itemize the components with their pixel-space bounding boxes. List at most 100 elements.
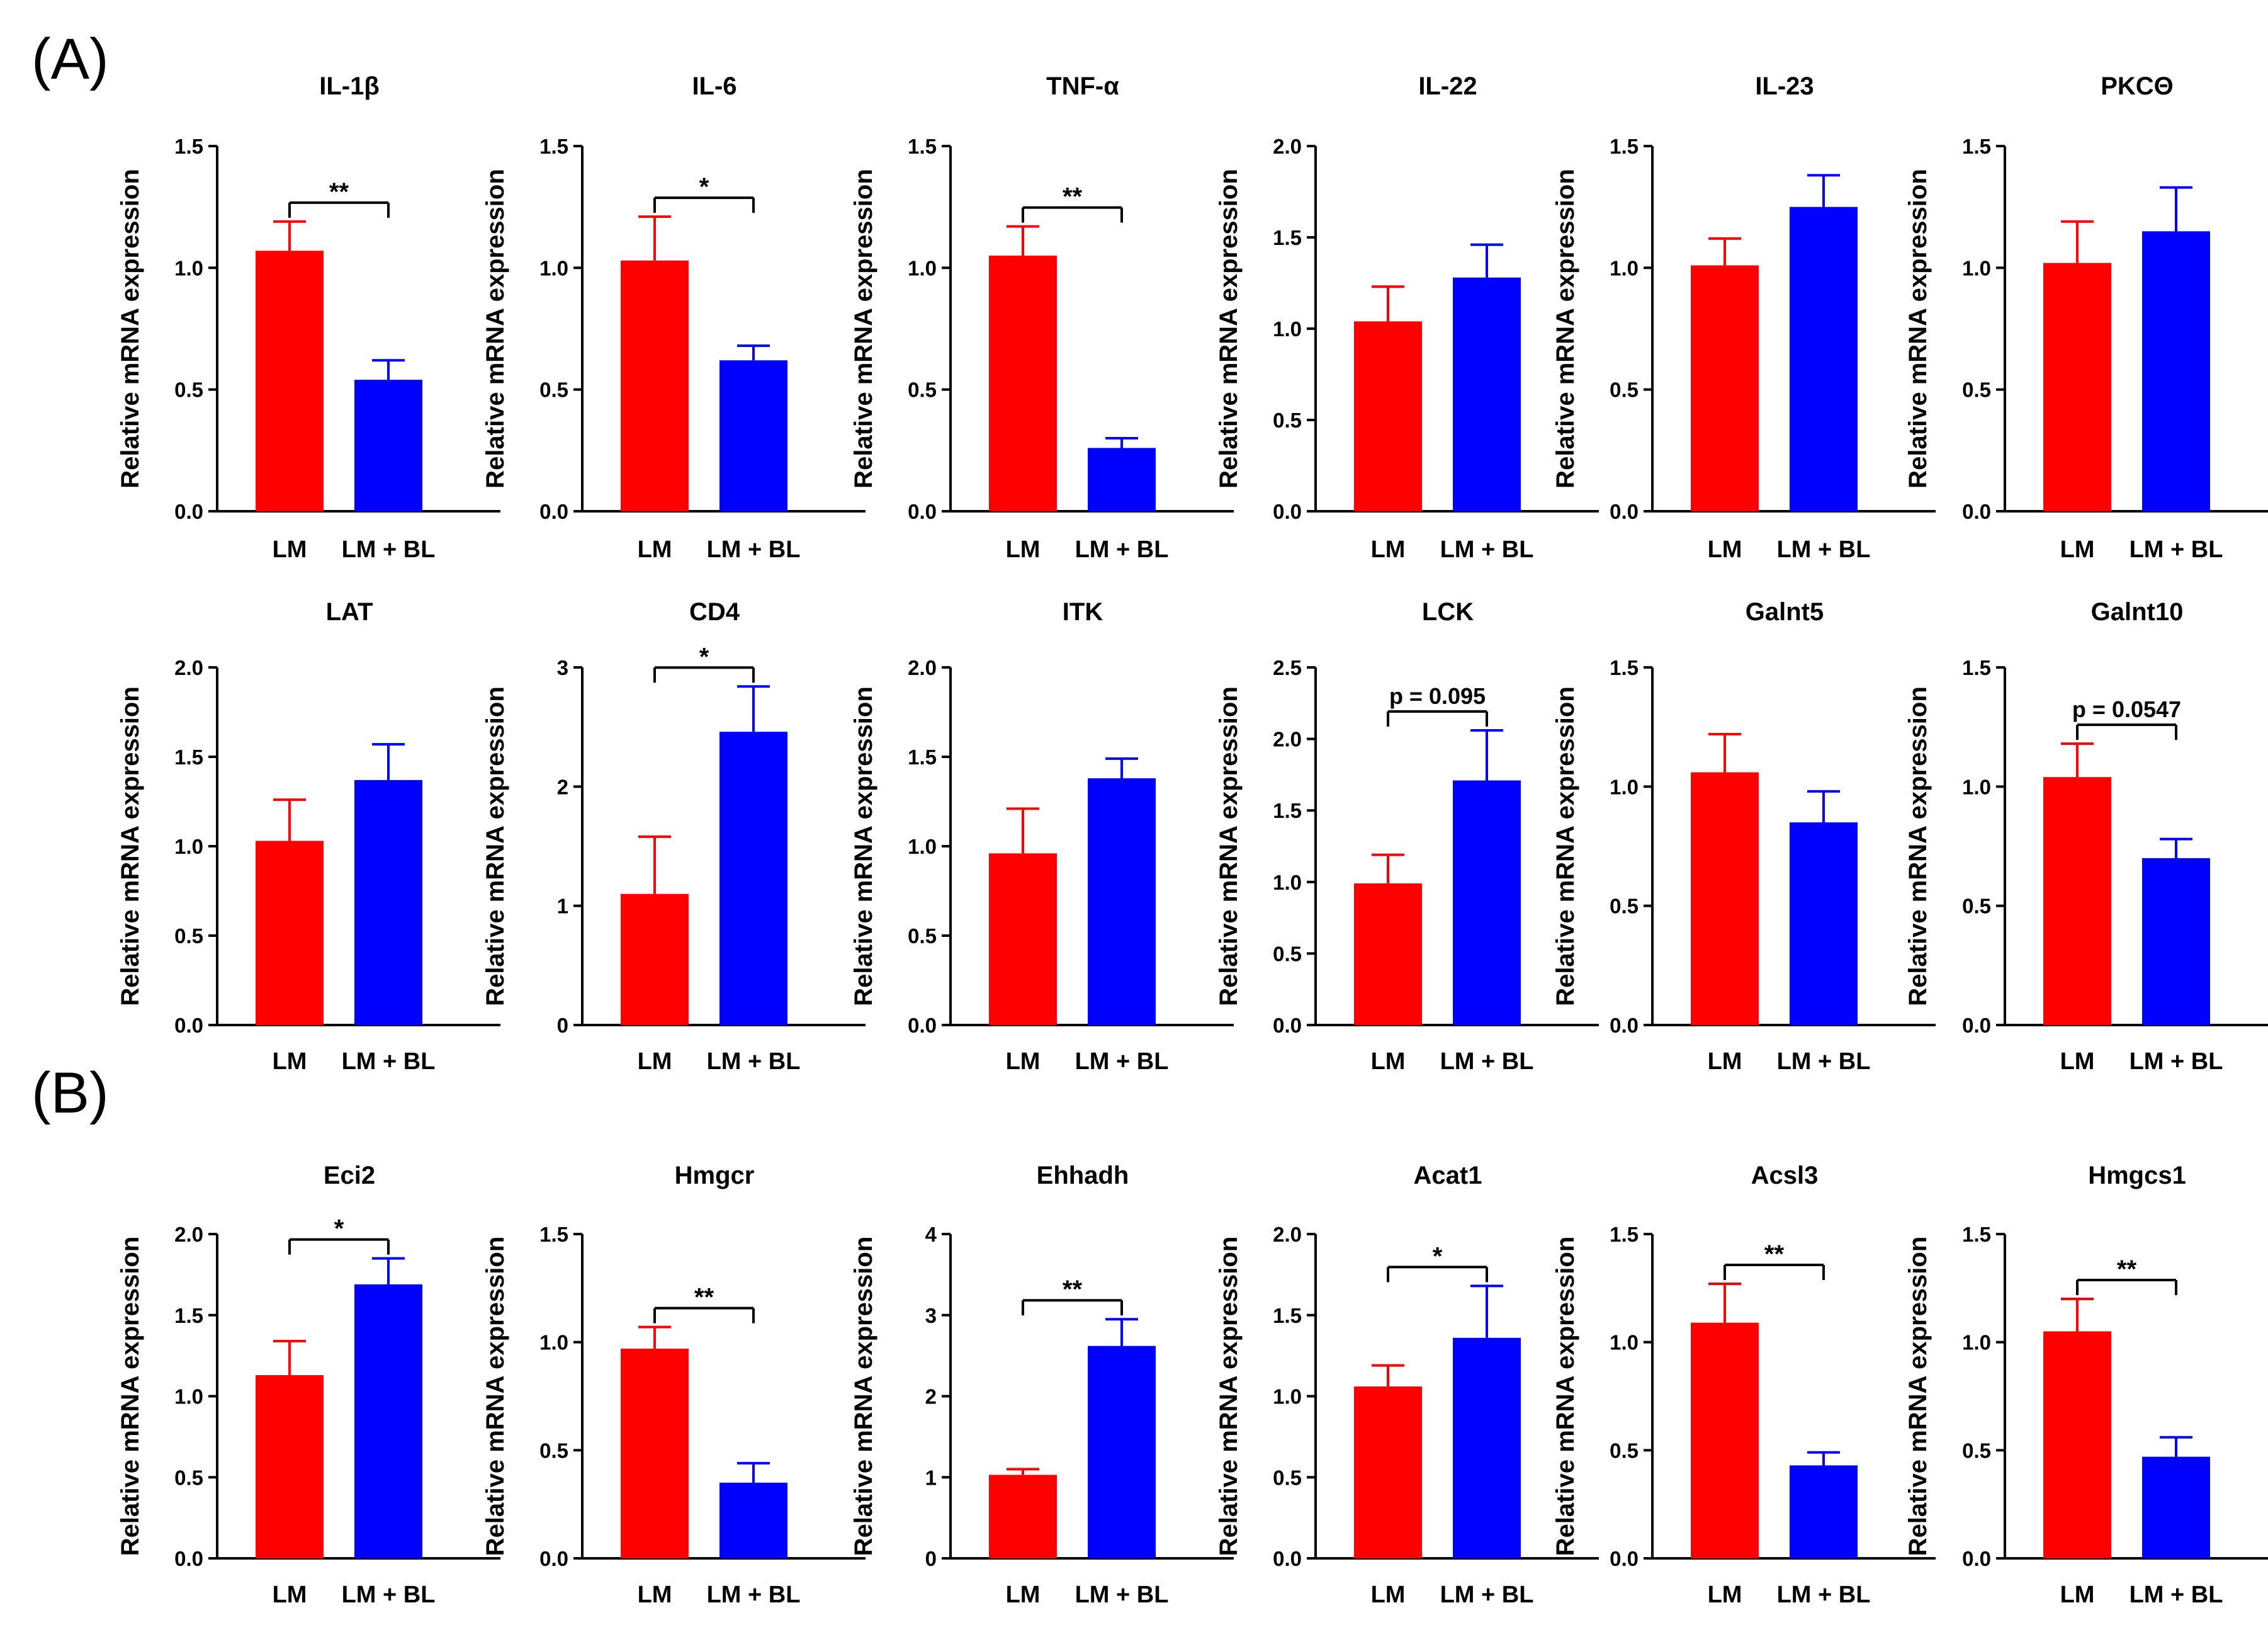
- category-label: LM: [273, 1048, 307, 1075]
- y-axis-label: Relative mRNA expression: [850, 686, 877, 1006]
- chart-title: Acsl3: [1751, 1162, 1819, 1189]
- y-tick-label: 2: [557, 775, 568, 798]
- y-tick-label: 1.5: [1610, 135, 1639, 158]
- bar-lm-bl: [2142, 1456, 2210, 1558]
- y-tick-label: 0.5: [1273, 409, 1302, 432]
- y-tick-label: 1.5: [908, 135, 937, 158]
- y-tick-label: 0.5: [539, 378, 568, 402]
- y-tick-label: 1: [925, 1466, 937, 1489]
- chart-title: CD4: [689, 598, 740, 626]
- y-tick-label: 0.0: [539, 1547, 568, 1570]
- y-tick-label: 0.0: [1273, 1014, 1302, 1037]
- category-label: LM: [273, 1582, 307, 1608]
- significance-label: *: [699, 643, 709, 671]
- category-label: LM: [638, 1048, 672, 1075]
- bar-lm-bl: [1790, 822, 1858, 1025]
- panel-label-b: (B): [31, 1061, 109, 1125]
- bar-lm-bl: [1088, 778, 1156, 1025]
- y-tick-label: 0.0: [174, 500, 203, 523]
- y-tick-label: 0.5: [1610, 378, 1639, 402]
- y-tick-label: 2: [925, 1385, 937, 1408]
- y-tick-label: 0.5: [1273, 942, 1302, 965]
- y-tick-label: 0.5: [539, 1439, 568, 1462]
- category-label: LM + BL: [707, 1048, 801, 1075]
- bar-lm: [2043, 263, 2111, 511]
- category-label: LM: [1006, 1582, 1041, 1608]
- bar-lm-bl: [2142, 231, 2210, 511]
- y-tick-label: 1.0: [1962, 1331, 1991, 1354]
- bar-lm-bl: [1790, 207, 1858, 511]
- y-tick-label: 3: [925, 1304, 937, 1327]
- y-tick-label: 2.0: [174, 1223, 203, 1246]
- bar-lm: [256, 841, 324, 1025]
- bar-lm: [1691, 265, 1759, 511]
- chart-pkc-: PKCΘ Relative mRNA expression 0.0 0.5 1.0 1.5…: [1904, 72, 2268, 563]
- y-tick-label: 1.0: [539, 1331, 568, 1354]
- bar-lm-bl: [354, 1284, 422, 1558]
- bar-lm: [621, 1348, 689, 1558]
- y-tick-label: 0.5: [1962, 895, 1991, 918]
- chart-title: Eci2: [324, 1162, 375, 1189]
- y-tick-label: 2.0: [174, 656, 203, 679]
- y-tick-label: 1.5: [1962, 1223, 1991, 1246]
- y-tick-label: 0.0: [1962, 1014, 1991, 1037]
- significance-label: p = 0.0547: [2072, 696, 2181, 722]
- y-tick-label: 1.0: [1273, 1385, 1302, 1408]
- category-label: LM + BL: [1075, 1582, 1169, 1608]
- bar-lm: [621, 893, 689, 1025]
- category-label: LM + BL: [342, 536, 436, 563]
- chart-title: LCK: [1422, 598, 1474, 626]
- category-label: LM: [1371, 1048, 1406, 1075]
- y-tick-label: 1.0: [1962, 775, 1991, 798]
- chart-title: IL-6: [692, 72, 736, 100]
- y-tick-label: 3: [557, 656, 568, 679]
- y-tick-label: 1.5: [1962, 656, 1991, 679]
- chart-il-22: IL-22 Relative mRNA expression 0.0 0.5 1.0 1.…: [1215, 72, 1599, 563]
- chart-itk: ITK Relative mRNA expression 0.0 0.5 1.0 1.5 2…: [850, 598, 1234, 1075]
- bar-lm-bl: [1453, 780, 1521, 1025]
- y-tick-label: 0.0: [908, 1014, 937, 1037]
- chart-title: IL-23: [1755, 72, 1814, 100]
- bar-lm: [989, 853, 1057, 1025]
- category-label: LM: [638, 1582, 672, 1608]
- category-label: LM + BL: [1075, 536, 1169, 563]
- bar-lm: [1354, 1386, 1422, 1558]
- chart-ehhadh: Ehhadh Relative mRNA expression 0 1 2 3 4 LM LM …: [850, 1162, 1234, 1608]
- category-label: LM + BL: [2130, 1048, 2223, 1075]
- y-tick-label: 1.5: [1273, 799, 1302, 822]
- category-label: LM + BL: [2130, 1582, 2223, 1608]
- y-tick-label: 0.5: [174, 924, 203, 948]
- y-axis-label: Relative mRNA expression: [1904, 686, 1932, 1006]
- significance-label: p = 0.095: [1389, 683, 1486, 709]
- chart-title: TNF-α: [1046, 72, 1119, 100]
- bar-lm-bl: [719, 360, 787, 511]
- y-axis-label: Relative mRNA expression: [116, 169, 144, 489]
- category-label: LM + BL: [1440, 1048, 1534, 1075]
- y-tick-label: 0.0: [1610, 1547, 1639, 1570]
- bar-lm-bl: [1088, 448, 1156, 511]
- significance-label: **: [2117, 1255, 2137, 1283]
- category-label: LM: [1708, 1048, 1742, 1075]
- y-axis-label: Relative mRNA expression: [1552, 686, 1579, 1006]
- y-axis-label: Relative mRNA expression: [116, 686, 144, 1006]
- y-tick-label: 0.5: [1610, 895, 1639, 918]
- chart-galnt10: Galnt10 Relative mRNA expression 0.0 0.5 1.0…: [1904, 598, 2268, 1075]
- chart-lat: LAT Relative mRNA expression 0.0 0.5 1.0 1.5 2…: [116, 598, 500, 1075]
- category-label: LM + BL: [707, 1582, 801, 1608]
- y-tick-label: 0.0: [174, 1547, 203, 1570]
- bar-lm: [256, 251, 324, 511]
- y-tick-label: 2.0: [908, 656, 937, 679]
- y-tick-label: 1.5: [1962, 135, 1991, 158]
- y-axis-label: Relative mRNA expression: [116, 1237, 144, 1556]
- y-tick-label: 0.5: [174, 378, 203, 402]
- chart-lck: LCK Relative mRNA expression 0.0 0.5 1.0 1.5 2…: [1215, 598, 1599, 1075]
- category-label: LM + BL: [1777, 1582, 1871, 1608]
- significance-label: **: [694, 1284, 714, 1312]
- bar-lm-bl: [354, 779, 422, 1025]
- y-tick-label: 1.0: [539, 256, 568, 280]
- category-label: LM + BL: [1440, 536, 1534, 563]
- y-tick-label: 0.0: [1962, 500, 1991, 523]
- y-tick-label: 0.0: [174, 1014, 203, 1037]
- bar-lm-bl: [719, 732, 787, 1025]
- y-tick-label: 0.5: [1273, 1466, 1302, 1489]
